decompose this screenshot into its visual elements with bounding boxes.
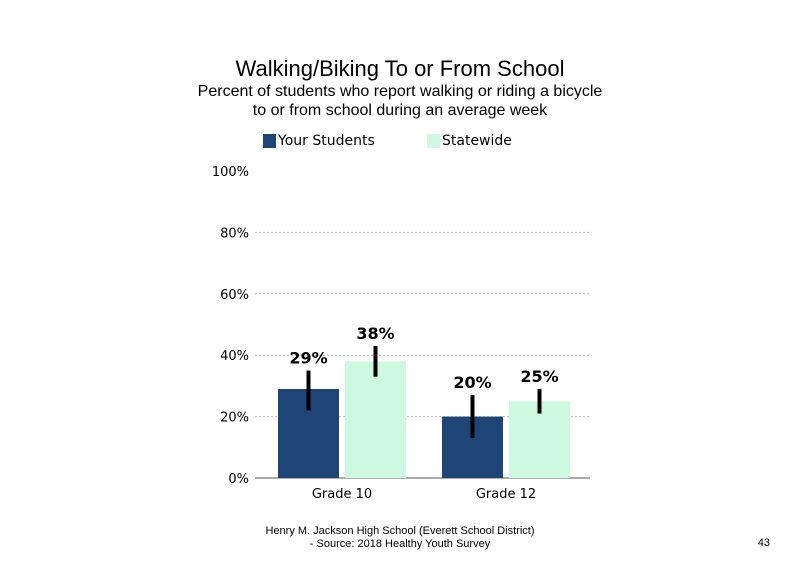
- y-tick-label: 0%: [228, 472, 249, 487]
- bar: [509, 401, 570, 478]
- legend-label-your-students: Your Students: [278, 133, 375, 149]
- chart-title: Walking/Biking To or From School: [235, 56, 565, 81]
- chart-subtitle: Percent of students who report walking o…: [0, 82, 800, 120]
- data-label: 25%: [520, 367, 558, 386]
- y-tick-label: 80%: [220, 226, 249, 241]
- footer-source: Henry M. Jackson High School (Everett Sc…: [250, 525, 550, 551]
- data-label: 38%: [356, 324, 394, 343]
- data-label: 20%: [453, 373, 491, 392]
- x-tick-label: Grade 10: [312, 487, 372, 502]
- legend-swatch-your-students: [263, 134, 276, 148]
- bar: [345, 361, 406, 478]
- y-tick-label: 100%: [212, 165, 249, 180]
- subtitle-line-2: to or from school during an average week: [252, 102, 548, 119]
- legend-swatch-statewide: [427, 134, 440, 148]
- y-tick-label: 20%: [220, 411, 249, 426]
- y-tick-label: 40%: [220, 349, 249, 364]
- y-tick-label: 60%: [220, 288, 249, 303]
- legend-label-statewide: Statewide: [442, 133, 512, 149]
- footer-line-1: Henry M. Jackson High School (Everett Sc…: [265, 525, 535, 537]
- subtitle-line-1: Percent of students who report walking o…: [197, 83, 603, 100]
- footer-line-2: - Source: 2018 Healthy Youth Survey: [309, 538, 491, 550]
- page-number: 43: [757, 537, 770, 549]
- x-tick-label: Grade 12: [476, 487, 536, 502]
- legend-item-your-students: Your Students: [263, 133, 375, 149]
- data-label: 29%: [289, 349, 327, 368]
- legend-item-statewide: Statewide: [427, 133, 512, 149]
